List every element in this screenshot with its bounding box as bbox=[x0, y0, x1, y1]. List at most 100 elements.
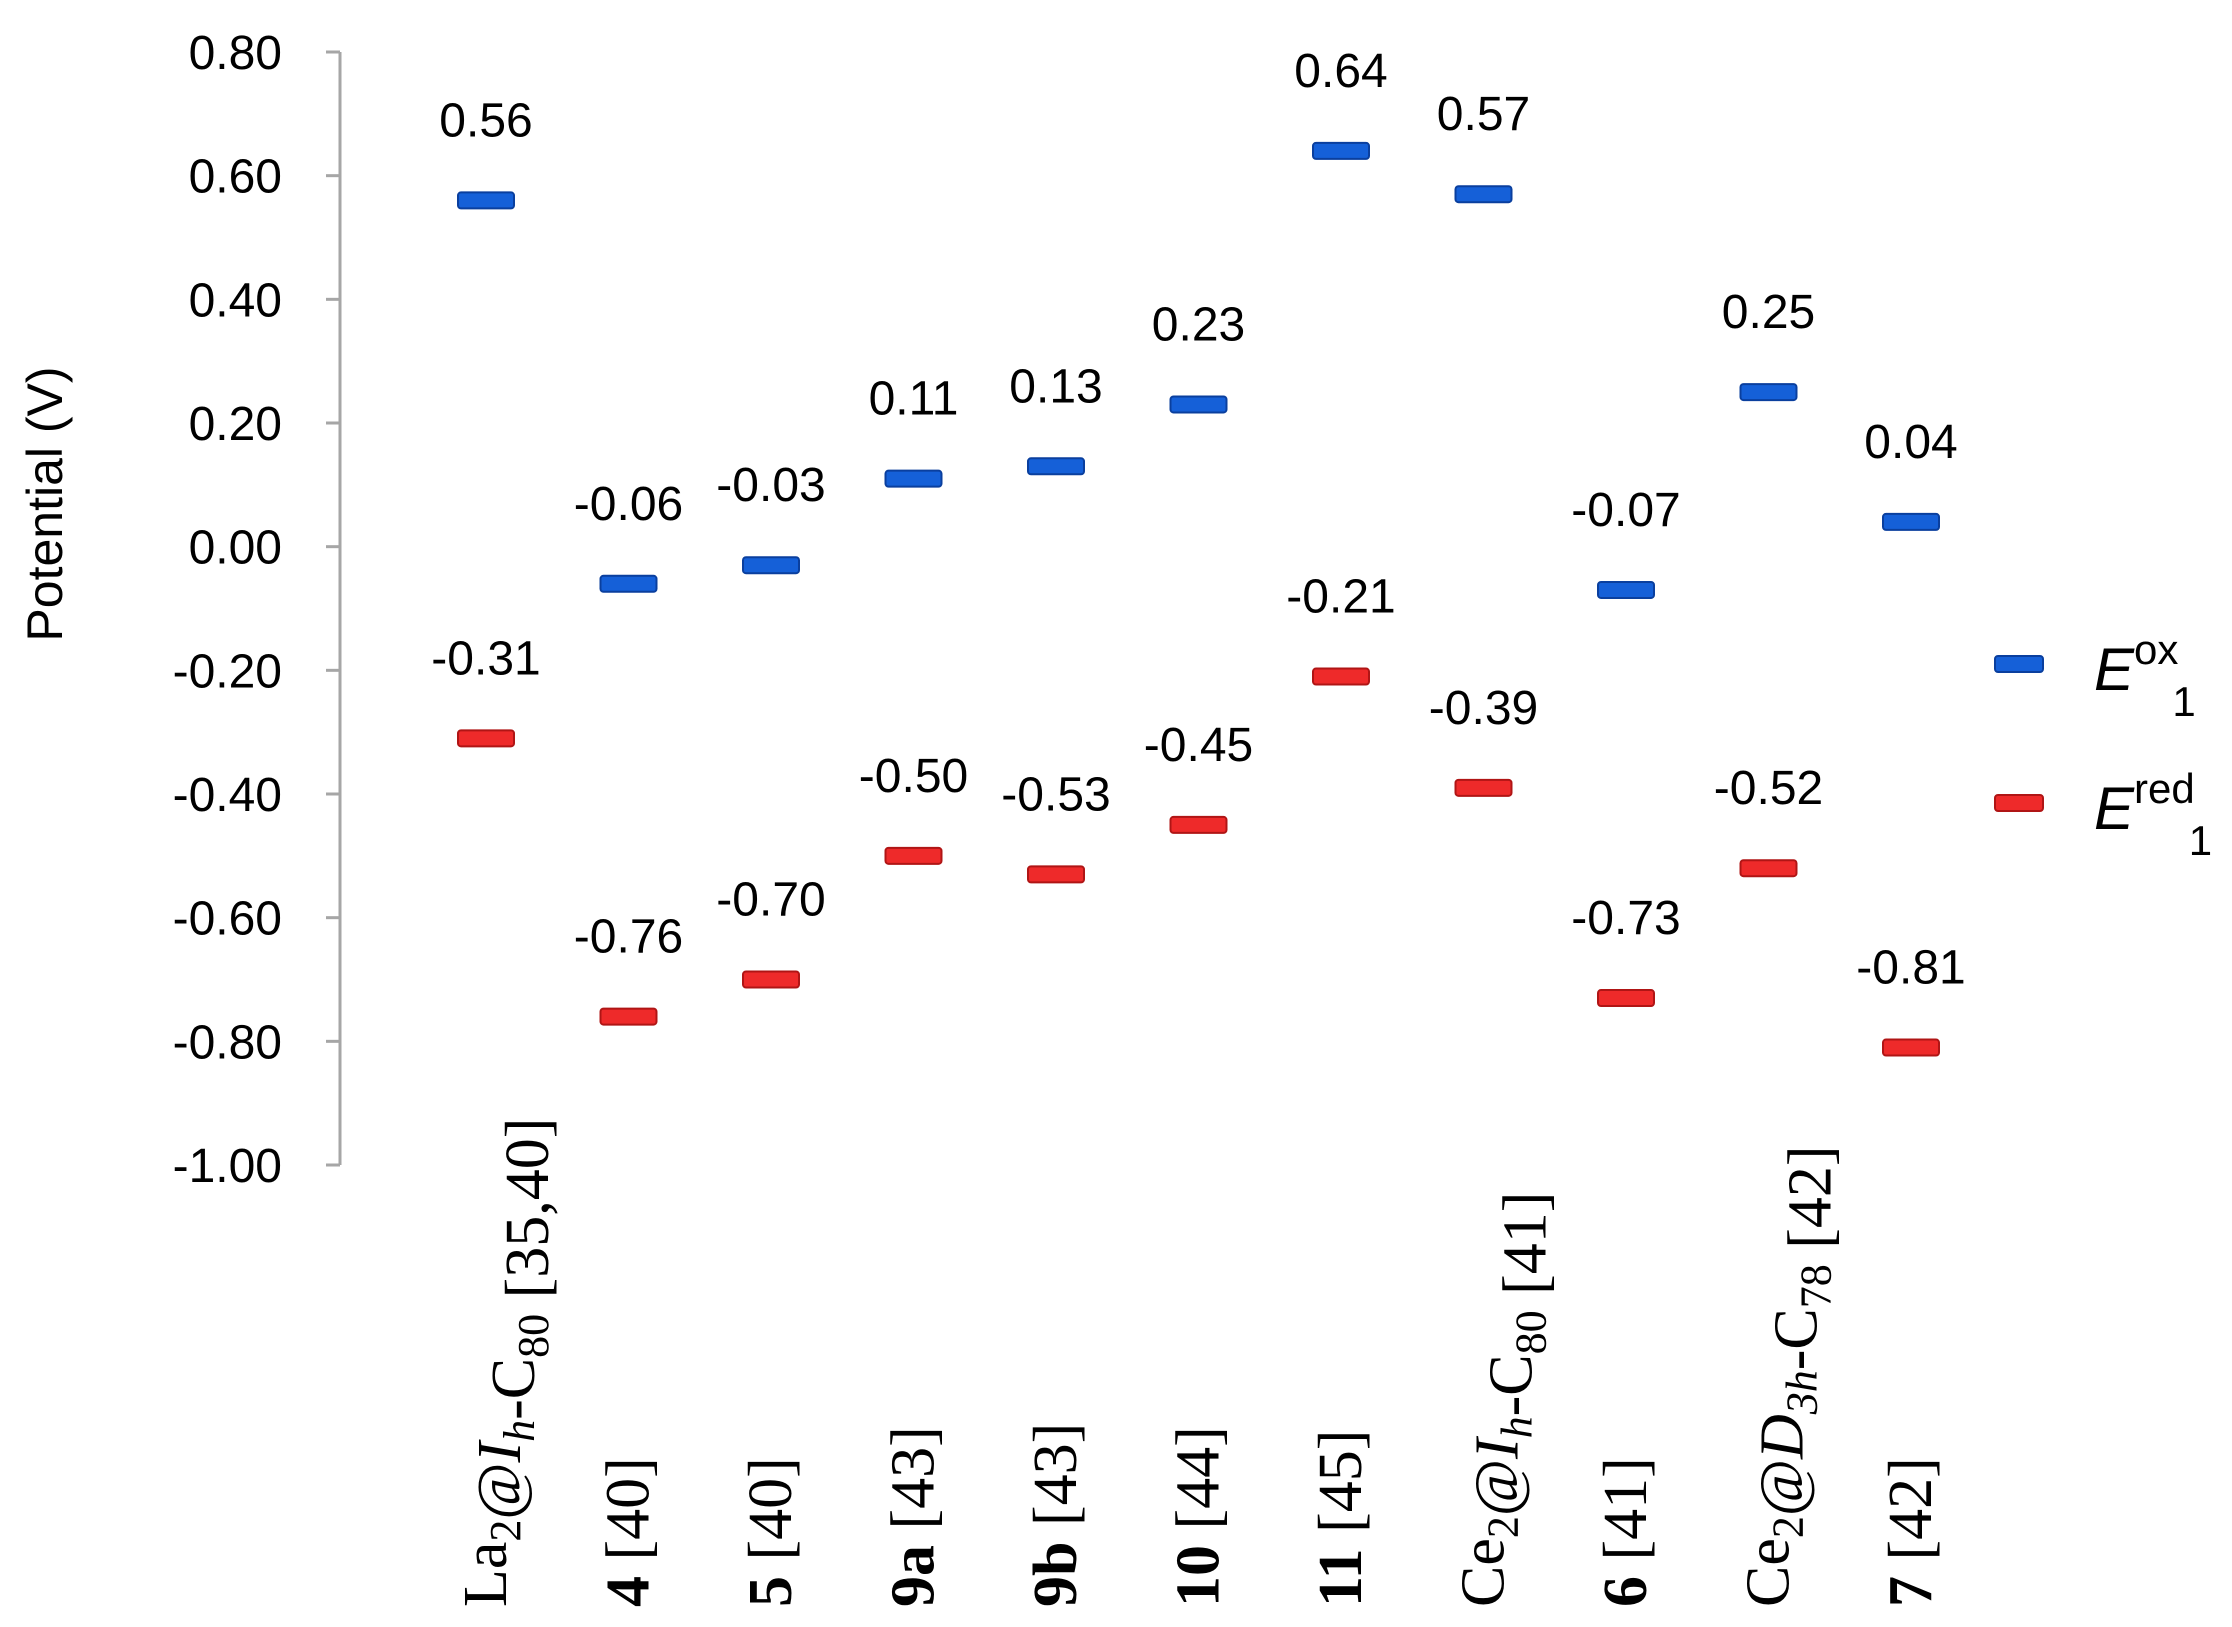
legend-text-sup: ox bbox=[2134, 626, 2178, 673]
oxidation-potential-mark bbox=[1882, 512, 1940, 531]
oxidation-potential-mark bbox=[1739, 383, 1798, 402]
x-category-text-part: -C bbox=[480, 1358, 548, 1420]
reduction-value-label: -0.39 bbox=[1429, 682, 1538, 735]
x-category-text: 6 [41] bbox=[1592, 1457, 1660, 1607]
y-tick-label: -0.40 bbox=[173, 769, 282, 822]
y-tick-label: 0.40 bbox=[189, 274, 282, 327]
legend-reduction-label: Ered 1 bbox=[2094, 765, 2212, 864]
x-category-text: 9a [43] bbox=[880, 1426, 948, 1607]
reduction-value-label: -0.31 bbox=[431, 632, 540, 685]
x-category-text: 7 [42] bbox=[1877, 1457, 1945, 1607]
x-category-text: Ce2@D3h-C78 [42] bbox=[1735, 1145, 1845, 1607]
x-category-text-part: 2 bbox=[1479, 1516, 1528, 1538]
reduction-potential-mark bbox=[1597, 989, 1655, 1008]
x-category-text-part: 78 bbox=[1792, 1264, 1841, 1308]
x-category-text: 10 [44] bbox=[1165, 1426, 1233, 1607]
reduction-potential-mark bbox=[1882, 1038, 1940, 1057]
x-category-text-part: 6 bbox=[1592, 1576, 1660, 1607]
y-axis-title: Potential (V) bbox=[17, 366, 73, 641]
y-tick-label: -0.20 bbox=[173, 645, 282, 698]
x-category-text-part: I bbox=[1464, 1435, 1532, 1460]
x-category-text-part: D bbox=[1749, 1414, 1817, 1460]
x-category-text-part: Ce bbox=[1735, 1538, 1803, 1607]
y-tick-label: -1.00 bbox=[173, 1140, 282, 1193]
x-category-text-part: 80 bbox=[1507, 1310, 1556, 1354]
x-category-text-part: [35,40] bbox=[494, 1118, 562, 1314]
oxidation-potential-mark bbox=[599, 574, 658, 593]
legend-oxidation-label: Eox 1 bbox=[2094, 626, 2196, 725]
y-tick-label: 0.20 bbox=[189, 398, 282, 451]
x-category-text: 5 [40] bbox=[737, 1457, 805, 1607]
legend-oxidation-swatch bbox=[1994, 655, 2044, 673]
oxidation-value-label: 0.64 bbox=[1294, 45, 1387, 98]
x-category-text-part: La bbox=[452, 1542, 520, 1607]
x-category-text-part: Ce bbox=[1450, 1538, 1518, 1607]
x-category-label: 10 [44] bbox=[1165, 1426, 1233, 1607]
x-category-text-part: [40] bbox=[737, 1457, 805, 1576]
x-category-text: 9b [43] bbox=[1022, 1423, 1090, 1607]
oxidation-value-label: -0.03 bbox=[716, 459, 825, 512]
legend-text-sup: red bbox=[2134, 765, 2195, 812]
x-category-text-part: 2 bbox=[481, 1520, 530, 1542]
y-tick-label: -0.80 bbox=[173, 1016, 282, 1069]
reduction-value-label: -0.76 bbox=[574, 911, 683, 964]
oxidation-potential-mark bbox=[742, 556, 800, 575]
oxidation-value-label: 0.57 bbox=[1437, 88, 1530, 141]
x-category-text-part: 4 bbox=[595, 1576, 663, 1607]
x-category-label: 11 [45] bbox=[1307, 1430, 1375, 1607]
oxidation-potential-mark bbox=[884, 469, 943, 488]
x-category-label: 9b [43] bbox=[1022, 1423, 1090, 1607]
x-category-text-part: @ bbox=[1464, 1459, 1532, 1516]
legend-text-sub: 1 bbox=[2189, 817, 2212, 864]
y-tick-label: -0.60 bbox=[173, 893, 282, 946]
x-category-text-part: I bbox=[466, 1439, 534, 1464]
legend-text-sub: 1 bbox=[2172, 678, 2195, 725]
reduction-value-label: -0.81 bbox=[1856, 942, 1965, 995]
x-category-text-part: [43] bbox=[1022, 1423, 1090, 1542]
y-tick-label: 0.80 bbox=[189, 27, 282, 80]
legend-text-main: E bbox=[2094, 636, 2135, 703]
x-category-label: Ce2@Ih-C80 [41] bbox=[1450, 1192, 1560, 1607]
reduction-value-label: -0.21 bbox=[1286, 571, 1395, 624]
x-category-label: 6 [41] bbox=[1592, 1457, 1660, 1607]
x-category-text-part: [42] bbox=[1877, 1457, 1945, 1576]
oxidation-value-label: -0.07 bbox=[1571, 484, 1680, 537]
x-axis-category-labels: La2@Ih-C80 [35,40]4 [40]5 [40] 9a [43]9b … bbox=[452, 1118, 1945, 1607]
legend-text-main: E bbox=[2094, 775, 2135, 842]
y-tick-label: 0.00 bbox=[189, 522, 282, 575]
oxidation-value-label: 0.04 bbox=[1864, 416, 1957, 469]
x-category-label: 9a [43] bbox=[880, 1426, 948, 1607]
reduction-potential-mark bbox=[1027, 865, 1085, 884]
oxidation-value-label: 0.23 bbox=[1152, 298, 1245, 351]
oxidation-potential-mark bbox=[1027, 457, 1085, 476]
x-category-text-part: h bbox=[1493, 1416, 1542, 1438]
oxidation-potential-mark bbox=[457, 191, 515, 210]
reduction-potential-mark bbox=[1739, 859, 1798, 878]
reduction-potential-mark bbox=[1454, 778, 1513, 797]
x-category-text-part: [41] bbox=[1492, 1192, 1560, 1311]
reduction-value-label: -0.70 bbox=[716, 874, 825, 927]
x-category-label: Ce2@D3h-C78 [42] bbox=[1735, 1145, 1845, 1607]
oxidation-value-label: 0.11 bbox=[869, 373, 959, 426]
x-category-text: Ce2@Ih-C80 [41] bbox=[1450, 1192, 1560, 1607]
reduction-value-label: -0.52 bbox=[1714, 762, 1823, 815]
reduction-value-label: -0.53 bbox=[1001, 768, 1110, 821]
x-category-text-part: @ bbox=[466, 1463, 534, 1520]
x-category-text-part: 7 bbox=[1877, 1576, 1945, 1607]
reduction-potential-mark bbox=[742, 970, 800, 989]
oxidation-potential-mark bbox=[1597, 580, 1655, 599]
x-category-text-part: [40] bbox=[595, 1457, 663, 1576]
reduction-potential-mark bbox=[1169, 815, 1228, 834]
reduction-potential-mark bbox=[1312, 667, 1370, 686]
oxidation-potential-mark bbox=[1454, 185, 1513, 204]
x-category-text-part: 11 bbox=[1307, 1548, 1375, 1607]
x-category-text-part: 3h bbox=[1778, 1370, 1827, 1415]
x-category-text-part: -C bbox=[1478, 1354, 1546, 1416]
x-category-text-part: 5 bbox=[737, 1576, 805, 1607]
x-category-text: 4 [40] bbox=[595, 1457, 663, 1607]
x-category-text-part: 9a bbox=[880, 1545, 948, 1607]
x-category-text-part: [44] bbox=[1165, 1426, 1233, 1545]
y-tick-label: 0.60 bbox=[189, 151, 282, 204]
oxidation-value-label: -0.06 bbox=[574, 478, 683, 531]
